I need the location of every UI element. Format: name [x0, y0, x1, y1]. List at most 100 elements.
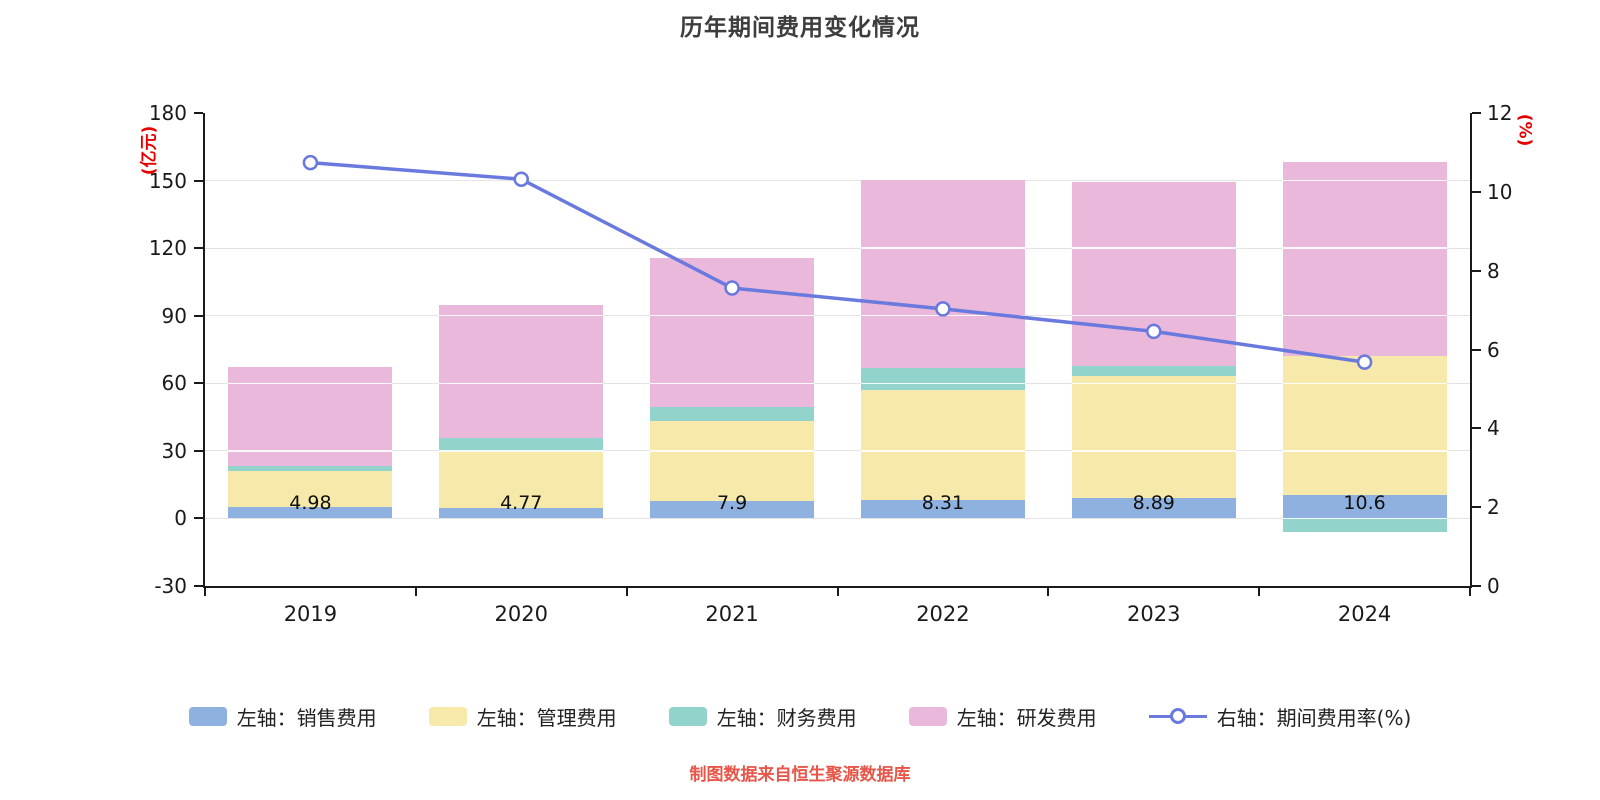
gridline-overlay	[1282, 247, 1447, 249]
bar-segment	[1282, 356, 1447, 495]
legend-label: 右轴：期间费用率(%)	[1216, 706, 1412, 730]
left-axis-tick	[194, 382, 203, 385]
legend-line-marker-icon	[1169, 708, 1186, 724]
legend-swatch	[188, 707, 227, 726]
bar-segment	[228, 470, 393, 508]
y-axis-left	[203, 113, 205, 588]
legend-item: 左轴：管理费用	[428, 702, 617, 731]
bar-segment	[860, 390, 1025, 500]
bar-segment	[439, 437, 604, 453]
left-axis-tick	[194, 517, 203, 520]
y-axis-right	[1470, 113, 1472, 588]
bar-segment	[439, 304, 604, 438]
x-axis-tick	[414, 588, 417, 596]
left-axis-tick	[194, 314, 203, 317]
x-axis-tick	[1469, 588, 1471, 596]
gridline-overlay	[860, 247, 1025, 249]
left-axis-tick-label: 30	[161, 438, 187, 463]
left-axis-tick-label: 60	[161, 371, 187, 396]
gridline	[205, 382, 1470, 384]
right-axis-tick-label: 4	[1487, 416, 1500, 441]
gridline-overlay	[860, 382, 1025, 385]
bar-segment	[1282, 162, 1447, 357]
right-axis-tick	[1472, 269, 1481, 272]
left-axis-tick-label: 0	[174, 506, 187, 531]
gridline-overlay	[1282, 179, 1447, 182]
line-marker	[302, 154, 319, 171]
legend-label: 左轴：管理费用	[476, 706, 617, 730]
bar-segment	[1282, 518, 1447, 532]
left-axis-tick	[194, 449, 203, 452]
gridline-overlay	[1282, 382, 1447, 385]
gridline	[205, 180, 1470, 182]
legend-swatch	[428, 707, 467, 726]
right-axis-tick-label: 2	[1487, 495, 1500, 520]
x-axis-tick	[1258, 588, 1261, 596]
bar-segment	[650, 258, 815, 408]
right-axis-tick	[1472, 427, 1481, 430]
right-axis-tick-label: 12	[1487, 101, 1513, 125]
bar-segment	[1071, 376, 1236, 499]
gridline-overlay	[1071, 314, 1236, 317]
gridline-overlay	[439, 450, 604, 452]
legend-label: 左轴：销售费用	[236, 706, 377, 730]
gridline-overlay	[650, 314, 815, 317]
gridline-overlay	[860, 450, 1025, 452]
legend-item: 右轴：期间费用率(%)	[1148, 702, 1412, 731]
gridline	[205, 247, 1470, 249]
right-axis-tick	[1472, 585, 1481, 587]
right-axis-tick	[1472, 190, 1481, 193]
bar-segment	[860, 367, 1025, 390]
legend: 左轴：销售费用 左轴：管理费用 左轴：财务费用 左轴：研发费用 右轴：期间费用率(%)	[0, 702, 1600, 731]
right-axis-tick	[1472, 506, 1481, 509]
bar-value-label: 4.77	[500, 492, 543, 515]
left-axis-tick	[194, 247, 203, 250]
left-axis-tick	[194, 112, 203, 114]
right-axis-tick-label: 6	[1487, 337, 1500, 362]
bar-value-label: 10.6	[1343, 492, 1386, 515]
right-axis-tick	[1472, 348, 1481, 351]
x-axis-label: 2019	[283, 602, 338, 626]
bar-segment	[1071, 498, 1236, 519]
x-axis-label: 2023	[1127, 602, 1181, 626]
x-axis-tick	[836, 588, 839, 596]
gridline	[205, 450, 1470, 452]
left-axis-tick-label: -30	[154, 574, 187, 598]
bar-segment	[860, 499, 1025, 519]
gridline-overlay	[1282, 314, 1447, 317]
gridline-overlay	[1282, 517, 1447, 520]
x-axis-tick	[1047, 588, 1050, 596]
gridline-overlay	[439, 382, 604, 385]
legend-item: 左轴：销售费用	[188, 702, 377, 731]
bar-segment	[439, 507, 604, 519]
gridline-overlay	[1282, 450, 1447, 452]
bar-segment	[650, 407, 815, 422]
gridline-overlay	[860, 314, 1025, 317]
chart-title: 历年期间费用变化情况	[680, 15, 920, 41]
left-axis-tick-label: 120	[148, 236, 187, 261]
bar-value-label: 4.98	[289, 492, 332, 515]
bar-segment	[1071, 181, 1236, 366]
gridline-overlay	[439, 314, 604, 317]
right-axis-tick-label: 8	[1487, 258, 1500, 283]
legend-swatch	[668, 707, 707, 726]
gridline-overlay	[1071, 382, 1236, 385]
bar-segment	[228, 465, 393, 471]
x-axis-label: 2021	[705, 602, 759, 626]
bar-segment	[1071, 365, 1236, 377]
left-axis-tick	[194, 585, 203, 587]
x-axis-tick	[204, 588, 206, 596]
right-axis-tick	[1472, 112, 1481, 114]
gridline-overlay	[228, 382, 393, 385]
legend-line-swatch	[1148, 707, 1207, 726]
legend-label: 左轴：研发费用	[956, 706, 1097, 730]
legend-swatch	[908, 707, 947, 726]
bar-segment	[439, 452, 604, 508]
gridline-overlay	[1071, 247, 1236, 249]
gridline-overlay	[650, 450, 815, 452]
legend-label: 左轴：财务费用	[716, 706, 857, 730]
left-axis-tick-label: 150	[148, 168, 187, 193]
legend-item: 左轴：研发费用	[908, 702, 1097, 731]
